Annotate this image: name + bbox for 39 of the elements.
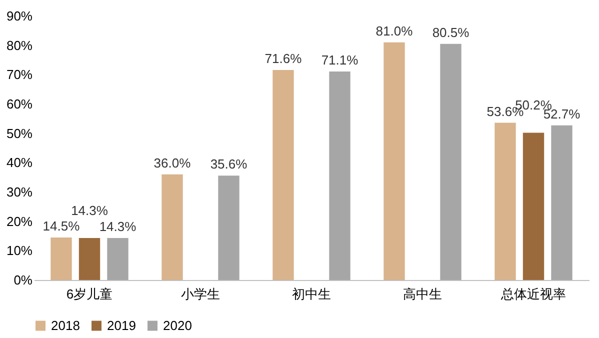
bar [218, 176, 240, 280]
x-tick-label: 6岁儿童 [66, 286, 113, 302]
y-tick-label: 20% [6, 214, 33, 229]
bar [440, 44, 462, 280]
data-label: 14.3% [99, 219, 137, 234]
bar [162, 174, 183, 280]
legend-label: 2020 [163, 318, 192, 333]
data-label: 71.1% [321, 52, 359, 68]
y-tick-label: 50% [6, 126, 33, 141]
bar [78, 238, 100, 280]
data-label: 14.3% [71, 203, 108, 218]
x-tick-label: 初中生 [292, 286, 331, 302]
y-tick-label: 40% [6, 155, 33, 170]
bar [384, 42, 405, 280]
y-tick-label: 10% [6, 243, 33, 258]
data-label: 71.6% [264, 50, 302, 66]
x-tick-label: 高中生 [403, 286, 442, 302]
y-tick-label: 90% [6, 8, 33, 24]
data-label: 36.0% [154, 155, 192, 170]
bar [107, 238, 128, 280]
y-tick-label: 60% [6, 96, 33, 112]
bar [329, 71, 350, 280]
bar [551, 125, 572, 280]
x-tick-label: 总体近视率 [500, 286, 566, 302]
y-tick-label: 30% [6, 184, 33, 200]
bar [494, 122, 516, 280]
y-tick-label: 0% [14, 272, 33, 288]
y-tick-label: 80% [6, 38, 33, 53]
x-tick-label: 小学生 [181, 286, 220, 302]
y-tick-label: 70% [6, 67, 33, 82]
data-label: 81.0% [376, 23, 414, 38]
bar [272, 70, 294, 280]
bar [50, 237, 72, 280]
legend-label: 2018 [51, 318, 80, 333]
data-label: 14.5% [42, 218, 80, 234]
bar [522, 132, 544, 280]
data-label: 80.5% [432, 24, 470, 40]
legend-label: 2019 [107, 318, 136, 333]
data-label: 35.6% [210, 156, 248, 172]
